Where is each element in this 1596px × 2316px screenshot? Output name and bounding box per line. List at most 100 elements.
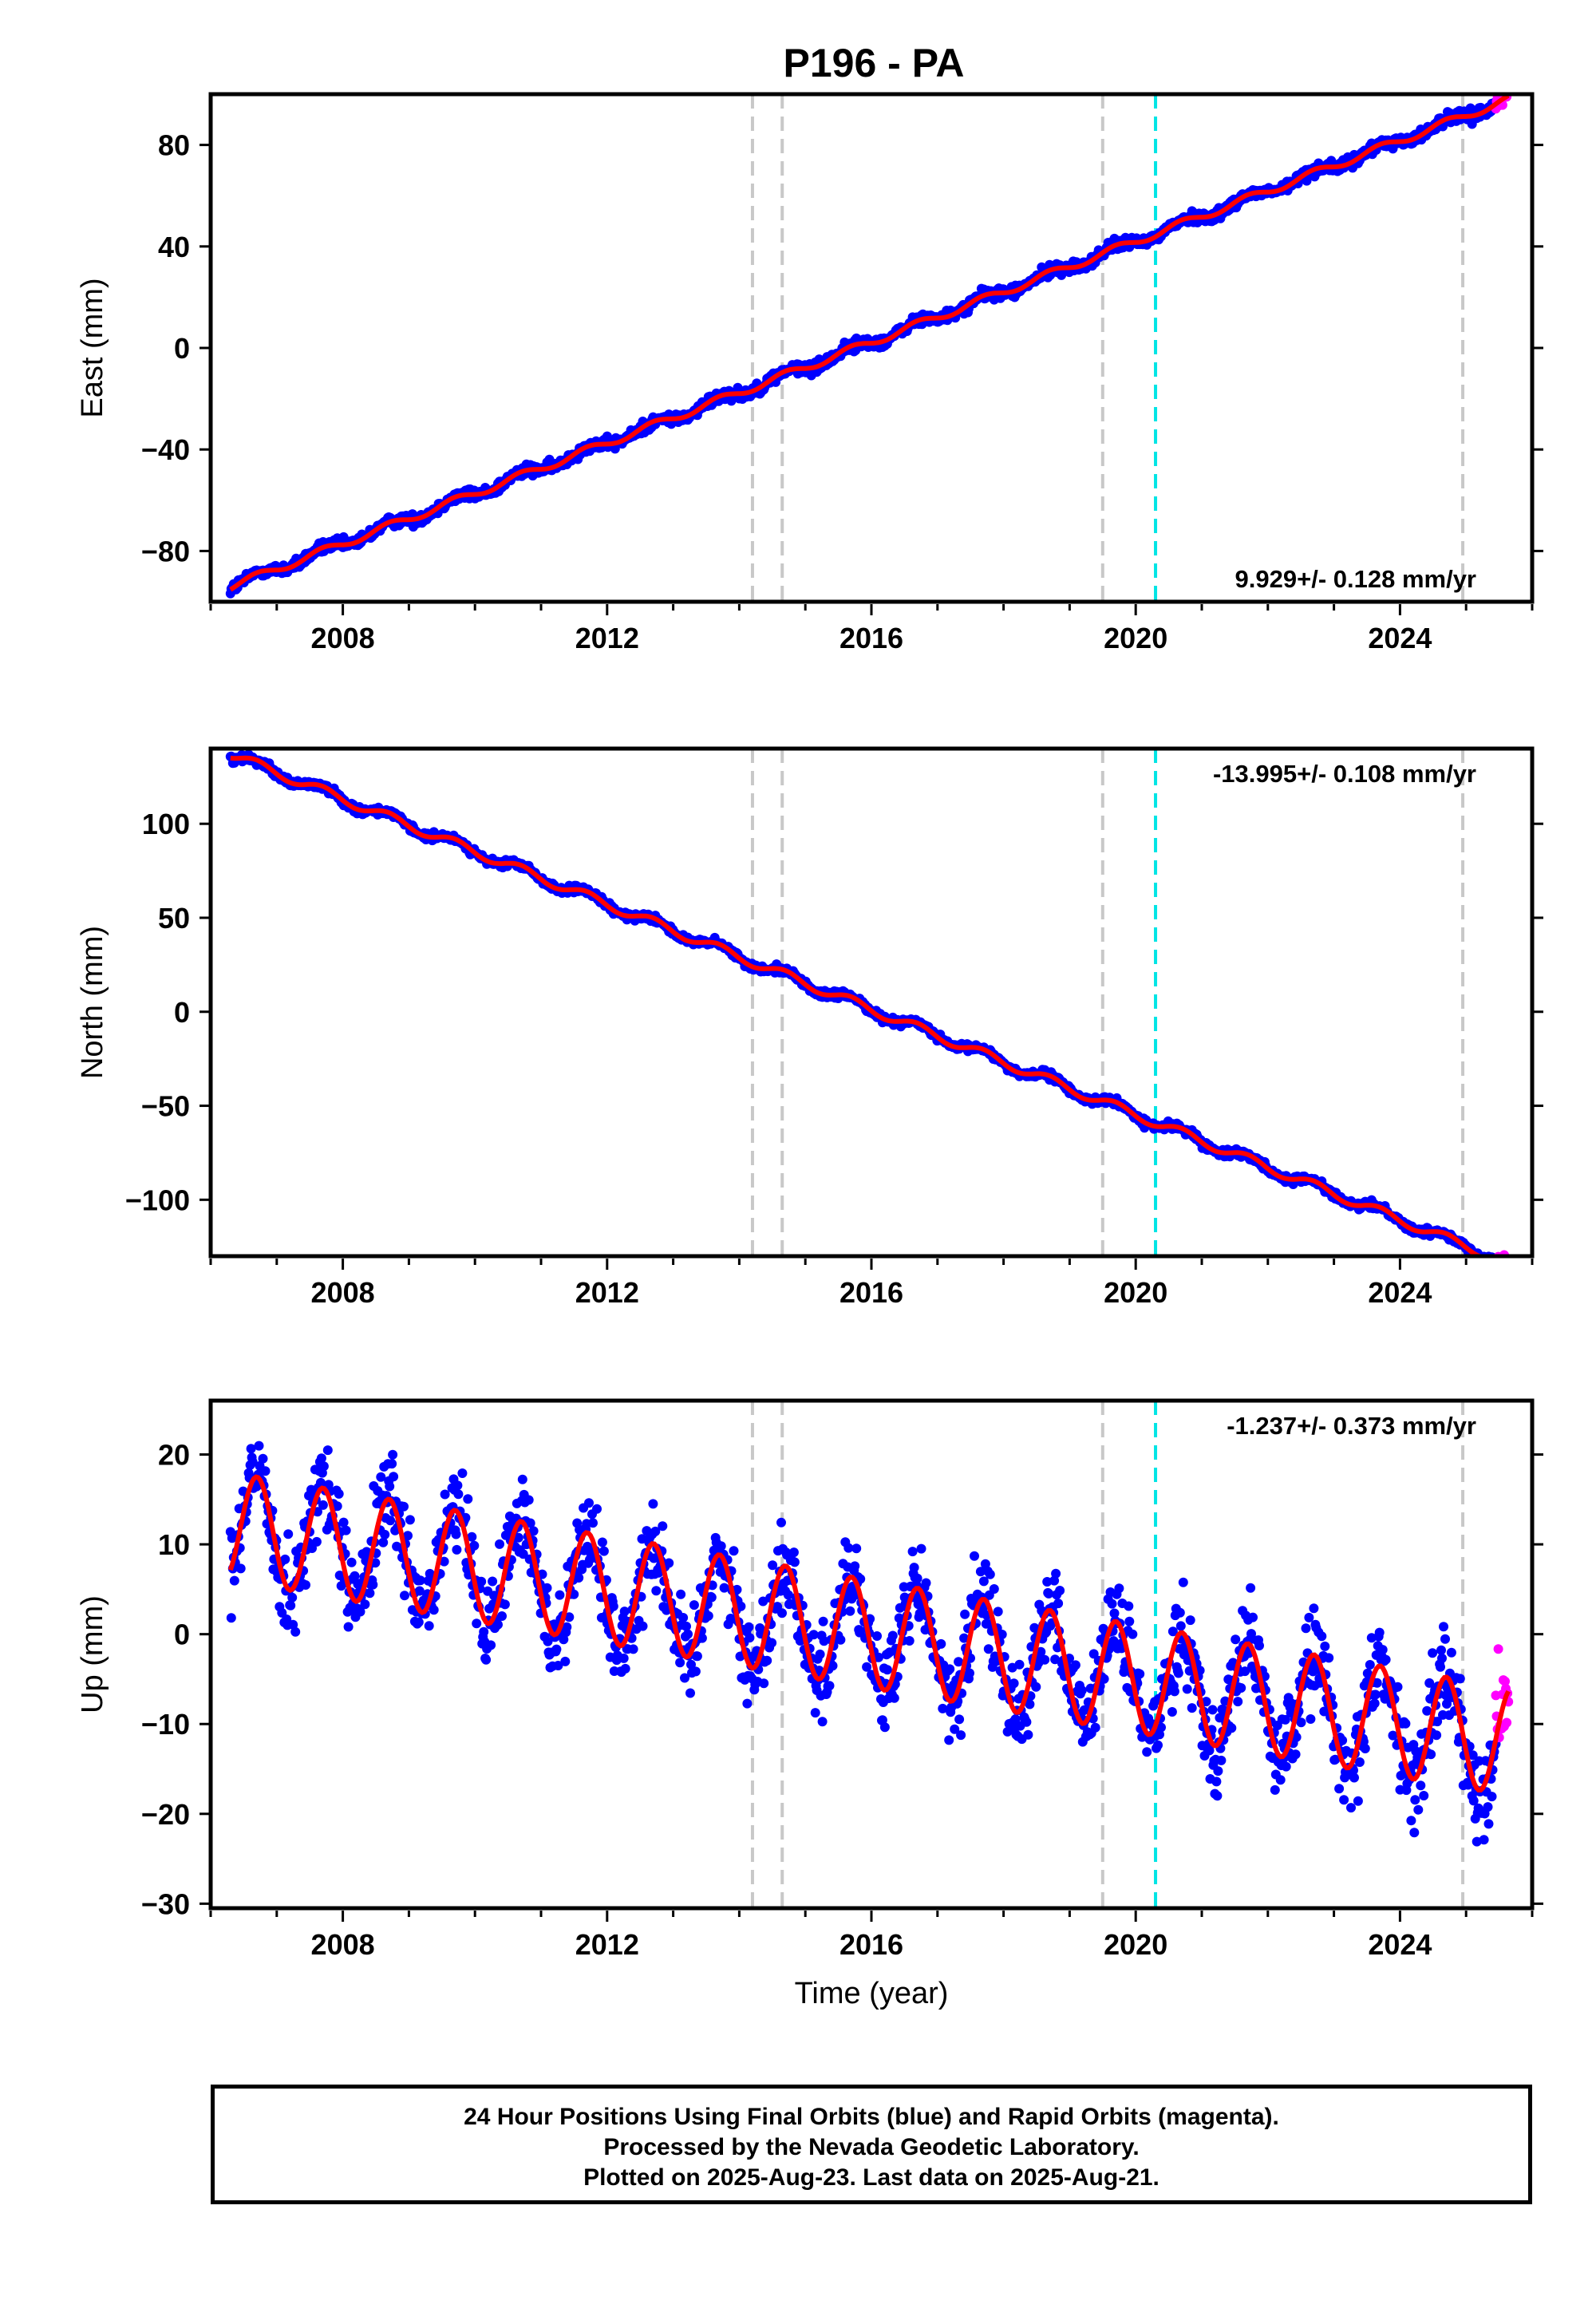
data-point-final xyxy=(762,1655,772,1666)
data-point-final xyxy=(1248,1612,1258,1622)
data-point-final xyxy=(1306,1714,1316,1724)
data-point-final xyxy=(815,1649,825,1659)
data-point-final xyxy=(1182,1684,1192,1694)
data-point-final xyxy=(226,1613,236,1623)
data-point-final xyxy=(1207,1705,1218,1715)
data-point-final xyxy=(836,1634,846,1645)
data-point-final xyxy=(950,1724,960,1734)
data-point-final xyxy=(387,1459,397,1469)
data-point-final xyxy=(376,1472,386,1482)
x-tick-label: 2016 xyxy=(839,1928,903,1961)
data-point-final xyxy=(628,1644,638,1654)
data-point-final xyxy=(1426,1749,1436,1760)
data-point-final xyxy=(350,1571,360,1581)
data-point-final xyxy=(415,1575,425,1586)
x-tick-label: 2024 xyxy=(1368,622,1432,654)
data-point-final xyxy=(874,1652,883,1662)
data-point-final xyxy=(954,1714,965,1725)
data-point-final xyxy=(1468,1750,1478,1761)
y-tick-label: 40 xyxy=(158,231,190,263)
data-point-rapid xyxy=(1498,1258,1507,1267)
data-point-final xyxy=(1021,1717,1032,1727)
x-tick-label: 2016 xyxy=(839,1276,903,1309)
data-point-final xyxy=(368,1579,378,1590)
data-point-final xyxy=(1393,1682,1403,1692)
data-point-final xyxy=(1204,1745,1215,1756)
data-point-final xyxy=(400,1591,409,1601)
data-point-final xyxy=(1281,1761,1291,1772)
data-point-final xyxy=(956,1730,966,1741)
data-point-final xyxy=(341,1525,351,1535)
data-point-final xyxy=(1156,1722,1166,1733)
data-point-final xyxy=(1372,1678,1382,1688)
data-point-final xyxy=(451,1529,461,1539)
data-point-final xyxy=(1369,1698,1380,1709)
data-point-final xyxy=(1051,1568,1061,1579)
data-point-final xyxy=(1025,1699,1035,1709)
data-point-final xyxy=(1023,1729,1033,1740)
velocity-label: -13.995+/- 0.108 mm/yr xyxy=(1213,760,1476,788)
data-point-final xyxy=(413,1617,424,1627)
data-point-final xyxy=(1319,1706,1329,1717)
data-point-final xyxy=(810,1708,820,1718)
data-point-final xyxy=(1330,1754,1341,1765)
data-point-final xyxy=(978,1576,989,1587)
y-axis-label: North (mm) xyxy=(76,926,109,1079)
data-point-final xyxy=(246,1444,256,1454)
data-point-final xyxy=(1437,1653,1447,1663)
data-point-final xyxy=(497,1611,507,1621)
data-point-final xyxy=(564,1612,575,1622)
data-point-final xyxy=(403,1531,413,1541)
data-point-final xyxy=(1167,1626,1178,1637)
data-point-final xyxy=(676,1589,686,1599)
data-point-final xyxy=(389,1472,399,1482)
x-tick-label: 2012 xyxy=(575,622,639,654)
data-point-final xyxy=(1419,1791,1429,1800)
data-point-final xyxy=(517,1474,527,1484)
y-tick-label: −40 xyxy=(141,433,190,466)
data-point-final xyxy=(543,1636,553,1646)
data-point-final xyxy=(767,1638,777,1648)
data-point-final xyxy=(879,1722,890,1733)
data-point-final xyxy=(1377,1645,1388,1655)
data-point-final xyxy=(479,1626,489,1637)
data-point-final xyxy=(1124,1601,1134,1611)
data-point-final xyxy=(553,1661,563,1670)
data-point-final xyxy=(574,1573,584,1583)
data-point-final xyxy=(1055,1586,1065,1595)
data-point-final xyxy=(525,1518,535,1528)
data-point-final xyxy=(560,1656,571,1666)
data-point-final xyxy=(758,1596,768,1607)
x-tick-label: 2008 xyxy=(311,1928,375,1961)
data-point-final xyxy=(678,1613,689,1622)
data-point-final xyxy=(584,1498,594,1508)
data-point-final xyxy=(975,1567,986,1577)
data-point-final xyxy=(1236,1683,1246,1693)
y-tick-label: −10 xyxy=(141,1708,190,1741)
data-point-final xyxy=(993,1607,1003,1617)
x-tick-label: 2008 xyxy=(311,622,375,654)
data-point-final xyxy=(1436,1662,1445,1672)
y-tick-label: −80 xyxy=(141,535,190,567)
x-tick-label: 2008 xyxy=(311,1276,375,1309)
data-point-final xyxy=(439,1556,449,1567)
data-point-final xyxy=(1135,1669,1145,1679)
plot-frame xyxy=(208,746,1535,1259)
data-point-final xyxy=(862,1662,872,1672)
data-point-final xyxy=(235,1563,246,1574)
data-point-final xyxy=(1270,1784,1280,1795)
data-point-final xyxy=(824,1681,835,1691)
data-point-final xyxy=(1216,1755,1227,1765)
data-point-final xyxy=(385,1481,395,1492)
data-point-final xyxy=(1410,1795,1420,1805)
data-point-final xyxy=(683,1629,693,1639)
model-fit-line xyxy=(230,755,1508,1256)
data-point-final xyxy=(904,1636,915,1646)
data-point-final xyxy=(1334,1784,1345,1794)
data-point-final xyxy=(1290,1749,1301,1760)
x-tick-label: 2012 xyxy=(575,1276,639,1309)
data-point-final xyxy=(1360,1744,1370,1753)
data-point-final xyxy=(808,1630,819,1640)
data-point-final xyxy=(260,1466,271,1476)
